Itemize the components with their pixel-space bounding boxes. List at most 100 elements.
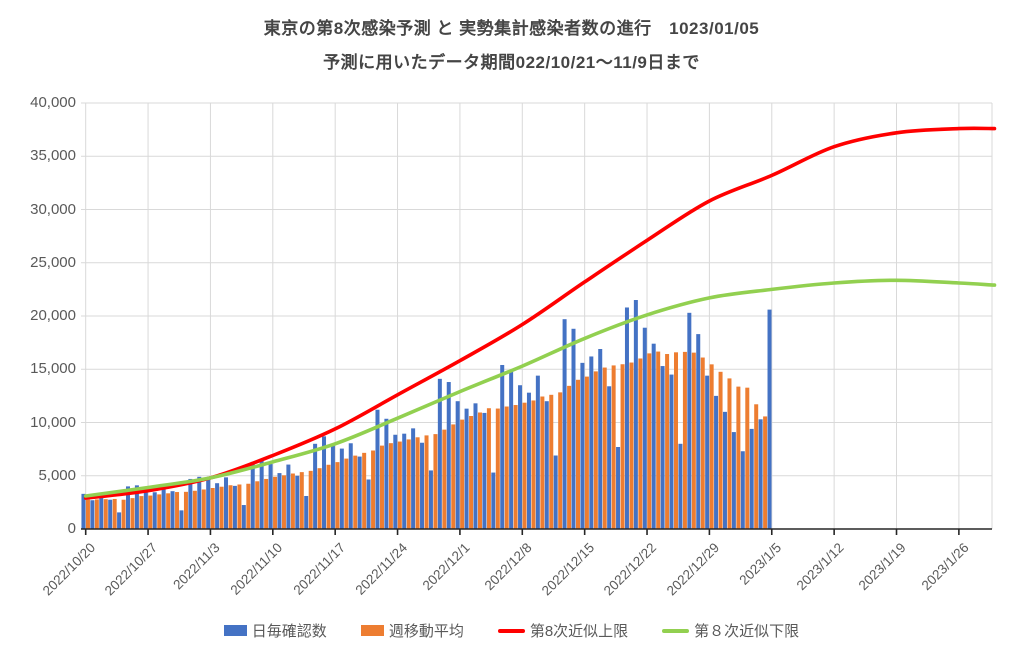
bar-daily bbox=[518, 385, 523, 529]
bar-weekly-avg bbox=[656, 351, 661, 529]
bar-weekly-avg bbox=[379, 445, 384, 529]
bar-weekly-avg bbox=[593, 371, 598, 529]
legend-label-daily: 日毎確認数 bbox=[251, 623, 327, 640]
bar-weekly-avg bbox=[228, 485, 233, 529]
bar-daily bbox=[473, 403, 478, 529]
bar-daily bbox=[420, 442, 425, 529]
bar-daily bbox=[428, 470, 433, 529]
bar-daily bbox=[286, 464, 291, 529]
bar-weekly-avg bbox=[700, 357, 705, 529]
bar-weekly-avg bbox=[335, 462, 340, 529]
upper-bound-line bbox=[83, 126, 997, 500]
bar-daily bbox=[348, 443, 353, 529]
bar-daily bbox=[179, 510, 184, 529]
bar-weekly-avg bbox=[281, 475, 286, 529]
bar-daily bbox=[526, 392, 531, 529]
bar-daily bbox=[446, 382, 451, 529]
bar-daily bbox=[393, 434, 398, 529]
bar-weekly-avg bbox=[264, 478, 269, 529]
bar-weekly-avg bbox=[736, 386, 741, 529]
bar-daily bbox=[295, 475, 300, 529]
bar-daily bbox=[277, 473, 282, 529]
bar-weekly-avg bbox=[763, 416, 768, 529]
bar-weekly-avg bbox=[255, 481, 260, 529]
bar-daily bbox=[259, 460, 264, 529]
bar-weekly-avg bbox=[299, 472, 304, 529]
bar-daily bbox=[152, 492, 157, 529]
bar-daily bbox=[669, 374, 674, 529]
upper-bound-line-swatch bbox=[497, 628, 525, 633]
bar-weekly-avg bbox=[558, 392, 563, 529]
bar-weekly-avg bbox=[103, 499, 108, 529]
bar-weekly-avg bbox=[166, 493, 171, 529]
bar-daily bbox=[589, 356, 594, 529]
bar-weekly-avg bbox=[549, 394, 554, 529]
legend-label-lower-bound: 第８次近似下限 bbox=[694, 623, 800, 640]
legend: 日毎確認数 週移動平均 第8次近似上限 第８次近似下限 bbox=[0, 620, 1023, 641]
bar-daily bbox=[509, 371, 514, 529]
bar-weekly-avg bbox=[308, 470, 313, 529]
bar-daily bbox=[250, 461, 255, 529]
bar-daily bbox=[143, 489, 148, 529]
bar-weekly-avg bbox=[388, 443, 393, 529]
legend-item-lower-bound: 第８次近似下限 bbox=[662, 620, 799, 641]
legend-label-upper-bound: 第8次近似上限 bbox=[529, 623, 629, 640]
bar-weekly-avg bbox=[477, 412, 482, 529]
bar-daily bbox=[500, 364, 505, 529]
bar-weekly-avg bbox=[326, 464, 331, 529]
bar-daily bbox=[215, 483, 220, 529]
y-tick-label: 20,000 bbox=[30, 307, 76, 324]
bar-daily bbox=[642, 327, 647, 529]
bar-weekly-avg bbox=[584, 376, 589, 529]
bar-weekly-avg bbox=[415, 437, 420, 529]
bar-weekly-avg bbox=[513, 405, 518, 529]
daily-series-swatch bbox=[223, 625, 247, 636]
weekly-avg-series-swatch bbox=[360, 625, 384, 636]
bar-weekly-avg bbox=[112, 498, 117, 529]
bar-daily bbox=[705, 375, 710, 529]
y-tick-label: 40,000 bbox=[30, 94, 76, 111]
bar-weekly-avg bbox=[273, 476, 278, 529]
bar-weekly-avg bbox=[611, 365, 616, 529]
bar-daily bbox=[90, 500, 95, 529]
bar-daily bbox=[134, 485, 139, 529]
bar-weekly-avg bbox=[406, 439, 411, 529]
bar-daily bbox=[714, 395, 719, 530]
bar-daily bbox=[740, 451, 745, 529]
chart-subtitle: 予測に用いたデータ期間022/10/21～11/9日まで bbox=[323, 53, 700, 72]
bar-daily bbox=[722, 411, 727, 529]
bar-weekly-avg bbox=[353, 455, 358, 529]
bar-weekly-avg bbox=[674, 352, 679, 529]
bar-daily bbox=[767, 309, 772, 529]
bar-weekly-avg bbox=[567, 385, 572, 529]
bar-daily bbox=[232, 485, 237, 529]
lower-bound-line bbox=[83, 278, 997, 498]
y-tick-label: 10,000 bbox=[30, 413, 76, 431]
bar-daily bbox=[464, 408, 469, 529]
bar-daily bbox=[384, 418, 389, 529]
chart-title: 東京の第8次感染予測 と 実勢集計感染者数の進行 1023/01/05 bbox=[263, 19, 760, 38]
bar-daily bbox=[437, 378, 442, 529]
bar-daily bbox=[616, 447, 621, 529]
bar-daily bbox=[224, 477, 229, 529]
bar-daily bbox=[117, 512, 122, 529]
bar-weekly-avg bbox=[522, 402, 527, 529]
bar-weekly-avg bbox=[504, 406, 509, 529]
bar-daily bbox=[322, 436, 327, 529]
y-tick-label: 15,000 bbox=[30, 360, 76, 378]
bar-weekly-avg bbox=[157, 494, 162, 529]
bar-weekly-avg bbox=[290, 473, 295, 529]
bar-daily bbox=[553, 455, 558, 529]
bar-daily bbox=[170, 491, 175, 529]
y-tick-label: 25,000 bbox=[30, 253, 76, 271]
bar-daily bbox=[411, 428, 416, 529]
bar-weekly-avg bbox=[486, 408, 491, 529]
legend-label-weekly-avg: 週移動平均 bbox=[388, 623, 464, 640]
bar-weekly-avg bbox=[362, 452, 367, 529]
bar-weekly-avg bbox=[192, 490, 197, 529]
bar-daily bbox=[197, 476, 202, 529]
bar-weekly-avg bbox=[691, 352, 696, 529]
bar-weekly-avg bbox=[531, 400, 536, 529]
bar-weekly-avg bbox=[130, 498, 135, 529]
